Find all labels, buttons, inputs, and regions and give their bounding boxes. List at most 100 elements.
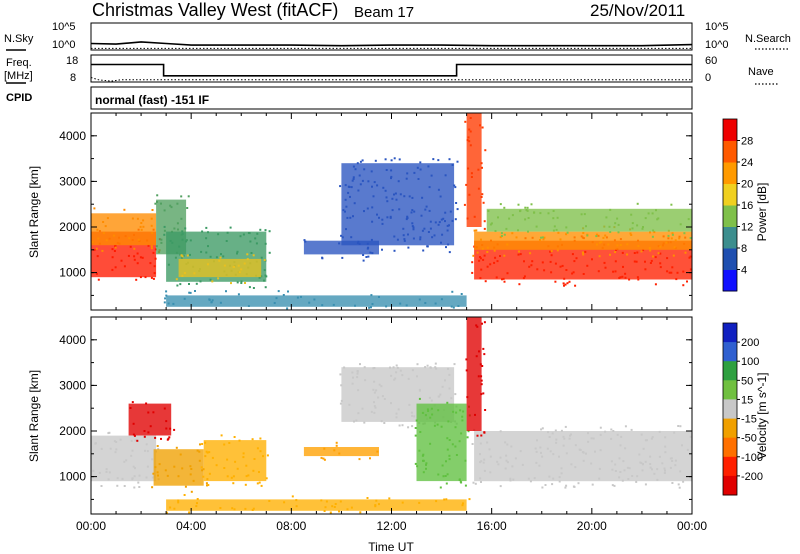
power-x-ticks [90, 113, 693, 310]
echo-speckle [463, 117, 487, 230]
colorbar-tick-label: 100 [741, 356, 759, 368]
echo-speckle [175, 253, 266, 285]
colorbar-tick-label: 28 [741, 136, 753, 148]
echo-region [153, 449, 204, 486]
echo-speckle [465, 321, 487, 437]
colorbar-tick-label: -15 [741, 414, 757, 426]
y-tick-label: 1000 [59, 470, 86, 484]
colorbar-tick-label: -100 [741, 452, 763, 464]
echo-region [341, 163, 455, 246]
echo-region [203, 440, 267, 482]
colorbar-swatch [723, 119, 737, 141]
colorbar-tick-label: 12 [741, 222, 753, 234]
velocity-y-axis: 1000 2000 3000 4000 [59, 333, 692, 500]
nave-tick-top: 60 [705, 55, 717, 67]
echo-region [166, 295, 467, 307]
y-tick-label: 4000 [59, 333, 86, 347]
echo-speckle [165, 494, 471, 514]
echo-speckle [320, 441, 379, 461]
power-colorbar-label: Power [dB] [755, 183, 769, 242]
velocity-x-axis: 00:00 04:00 08:00 12:00 16:00 20:00 00:00 [76, 317, 707, 533]
velocity-colorbar: 200 100 50 15 -15 -50 -100 -200 [722, 322, 763, 496]
velocity-echo-layer [91, 317, 692, 514]
colorbar-swatch [723, 380, 737, 400]
echo-region [416, 403, 467, 482]
echo-speckle [129, 401, 176, 442]
colorbar-swatch [723, 437, 737, 458]
colorbar-tick-label: 50 [741, 375, 753, 387]
echo-region [91, 435, 157, 482]
x-tick-label: 16:00 [477, 519, 507, 533]
echo-region [166, 499, 467, 511]
power-y-axis: 1000 2000 3000 4000 [59, 129, 692, 296]
velocity-ylabel: Slant Range [km] [27, 370, 41, 462]
echo-speckle [471, 425, 692, 489]
echo-speckle [200, 434, 269, 487]
power-echo-layer [91, 113, 692, 310]
echo-region [303, 447, 379, 457]
noise-search-label: N.Search [745, 33, 791, 45]
colorbar-tick-label: 16 [741, 200, 753, 212]
y-tick-label: 4000 [59, 129, 86, 143]
y-tick-label: 2000 [59, 220, 86, 234]
cpid-label: CPID [6, 92, 32, 104]
echo-speckle [487, 202, 692, 239]
noise-left-tick-top: 10^5 [52, 21, 76, 33]
noise-right-tick-bottom: 10^0 [705, 39, 729, 51]
colorbar-swatch [723, 418, 737, 439]
colorbar-swatch [723, 205, 737, 227]
cpid-panel: CPID normal (fast) -151 IF [6, 86, 693, 110]
echo-region [474, 431, 692, 482]
echo-region [91, 213, 157, 246]
colorbar-tick-label: 4 [741, 265, 747, 277]
colorbar-tick-label: -200 [741, 471, 763, 483]
power-ylabel: Slant Range [km] [27, 166, 41, 258]
colorbar-tick-label: 24 [741, 157, 753, 169]
power-panel: 1000 2000 3000 4000 Slant Range [km] 4 8 12 16… [27, 112, 769, 311]
freq-tick-top: 18 [66, 55, 78, 67]
freq-tick-bottom: 8 [70, 72, 76, 84]
velocity-colorbar-label: Velocity [m s^-1] [755, 373, 769, 460]
colorbar-swatch [723, 269, 737, 292]
velocity-panel: 1000 2000 3000 4000 00:00 04:00 08:00 12:00 16:… [27, 316, 769, 554]
x-tick-label: 00:00 [677, 519, 707, 533]
colorbar-swatch [723, 399, 737, 419]
frequency-panel: Freq. [MHz] 18 8 60 0 Nave [4, 54, 779, 85]
y-tick-label: 2000 [59, 424, 86, 438]
colorbar-swatch [723, 361, 737, 381]
noise-right-tick-top: 10^5 [705, 21, 729, 33]
colorbar-swatch [723, 456, 737, 477]
colorbar-swatch [723, 323, 737, 343]
colorbar-tick-label: -50 [741, 433, 757, 445]
noise-sky-label: N.Sky [4, 33, 34, 45]
freq-units: [MHz] [4, 70, 33, 82]
sky-noise-line [90, 41, 693, 47]
station-title: Christmas Valley West (fitACF) [92, 0, 338, 20]
colorbar-tick-label: 20 [741, 179, 753, 191]
noise-left-tick-bottom: 10^0 [52, 39, 76, 51]
colorbar-swatch [723, 248, 737, 270]
nave-line [90, 77, 692, 82]
echo-region [466, 113, 482, 227]
x-tick-label: 20:00 [577, 519, 607, 533]
x-tick-label: 00:00 [76, 519, 106, 533]
power-colorbar: 4 8 12 16 20 24 28 [722, 118, 753, 292]
y-tick-label: 1000 [59, 266, 86, 280]
noise-panel: N.Sky 10^5 10^0 10^5 10^0 N.Search [4, 21, 791, 51]
x-tick-label: 04:00 [176, 519, 206, 533]
colorbar-swatch [723, 475, 737, 496]
x-tick-label: 08:00 [276, 519, 306, 533]
echo-region [486, 208, 692, 232]
beam-label: Beam 17 [354, 4, 414, 21]
cpid-text: normal (fast) -151 IF [95, 93, 209, 107]
echo-speckle [339, 157, 459, 254]
colorbar-swatch [723, 140, 737, 163]
echo-speckle [163, 290, 463, 310]
x-tick-label: 12:00 [376, 519, 406, 533]
nave-tick-bottom: 0 [705, 72, 711, 84]
colorbar-tick-label: 200 [741, 337, 759, 349]
echo-region [466, 317, 482, 431]
y-tick-label: 3000 [59, 378, 86, 392]
colorbar-swatch [723, 226, 737, 249]
time-xlabel: Time UT [368, 540, 414, 554]
